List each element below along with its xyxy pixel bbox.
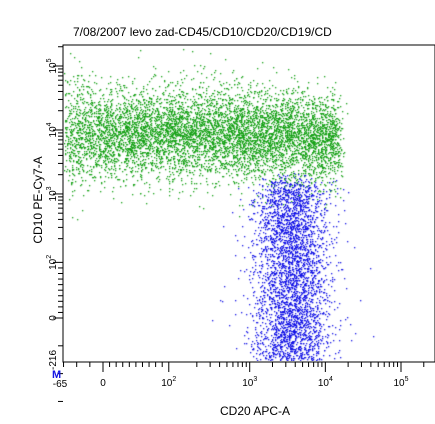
y-tick-label: -216 bbox=[48, 350, 59, 370]
data-points bbox=[64, 46, 434, 361]
y-tick-label: 0 bbox=[48, 315, 59, 321]
y-axis: -216 0 102 103 104 105 bbox=[46, 46, 63, 402]
y-tick-label: 102 bbox=[46, 255, 59, 270]
x-tick-label: 104 bbox=[318, 376, 333, 389]
marker-label: M bbox=[52, 369, 61, 381]
y-axis-label: CD10 PE-Cy7-A bbox=[31, 156, 45, 243]
x-tick-label: 0 bbox=[100, 378, 106, 389]
x-tick-label: 105 bbox=[393, 376, 408, 389]
x-axis-label: CD20 APC-A bbox=[220, 404, 290, 418]
x-tick-label: -65 bbox=[53, 379, 68, 390]
x-tick-label: 102 bbox=[161, 376, 176, 389]
y-tick-label: 105 bbox=[46, 58, 59, 73]
y-tick-label: 104 bbox=[46, 122, 59, 137]
chart-title: 7/08/2007 levo zad-CD45/CD10/CD20/CD19/C… bbox=[73, 25, 332, 39]
y-tick-label: 103 bbox=[46, 186, 59, 201]
x-tick-label: 103 bbox=[242, 376, 257, 389]
x-axis: -65 0 102 103 104 105 bbox=[53, 362, 425, 390]
